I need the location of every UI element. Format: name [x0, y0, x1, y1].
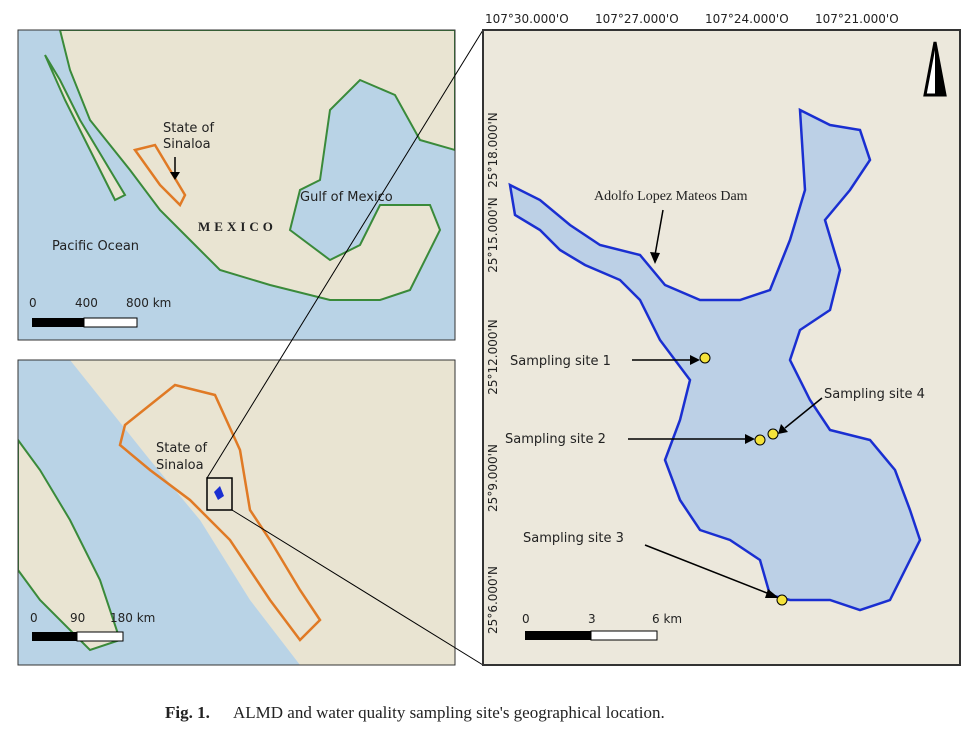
- scale-label: 180 km: [110, 611, 155, 625]
- region-label: State of: [156, 441, 207, 456]
- region-label: Sinaloa: [163, 137, 211, 152]
- connector: [231, 509, 484, 666]
- latitude-label: 25°9.000'N: [486, 444, 500, 512]
- longitude-label: 107°27.000'O: [595, 12, 679, 26]
- latitude-label: 25°18.000'N: [486, 112, 500, 188]
- gulf-label: Gulf of Mexico: [300, 190, 393, 205]
- sinaloa-inset: State of Sinaloa 0 90 180 km: [18, 360, 455, 665]
- longitude-label: 107°21.000'O: [815, 12, 899, 26]
- longitude-label: 107°24.000'O: [705, 12, 789, 26]
- country-label: MEXICO: [198, 219, 277, 234]
- site-marker: [767, 428, 779, 440]
- caption-label: Fig. 1.: [165, 703, 210, 722]
- caption-text: ALMD and water quality sampling site's g…: [233, 703, 665, 722]
- site-label: Sampling site 3: [523, 531, 624, 546]
- dam-label: Adolfo Lopez Mateos Dam: [594, 189, 748, 204]
- latitude-label: 25°15.000'N: [486, 197, 500, 273]
- scale-label: 0: [522, 612, 530, 626]
- site-label: Sampling site 2: [505, 432, 606, 447]
- latitude-label: 25°12.000'N: [486, 319, 500, 395]
- site-marker: [699, 352, 711, 364]
- region-label: State of: [163, 121, 214, 136]
- site-label: Sampling site 1: [510, 354, 611, 369]
- scale-label: 0: [29, 296, 37, 310]
- scale-label: 90: [70, 611, 85, 625]
- scale-label: 800 km: [126, 296, 171, 310]
- scale-label: 3: [588, 612, 596, 626]
- scale-label: 6 km: [652, 612, 682, 626]
- mexico-inset: State of Sinaloa Gulf of Mexico MEXICO P…: [18, 30, 455, 340]
- region-label: Sinaloa: [156, 458, 204, 473]
- dam-map: Adolfo Lopez Mateos Dam Sampling site 1 …: [483, 30, 960, 665]
- ocean-label: Pacific Ocean: [52, 239, 139, 254]
- longitude-label: 107°30.000'O: [485, 12, 569, 26]
- scale-label: 0: [30, 611, 38, 625]
- site-marker: [754, 434, 766, 446]
- site-label: Sampling site 4: [824, 387, 925, 402]
- scale-label: 400: [75, 296, 98, 310]
- connector: [206, 29, 484, 479]
- latitude-label: 25°6.000'N: [486, 566, 500, 634]
- site-marker: [776, 594, 788, 606]
